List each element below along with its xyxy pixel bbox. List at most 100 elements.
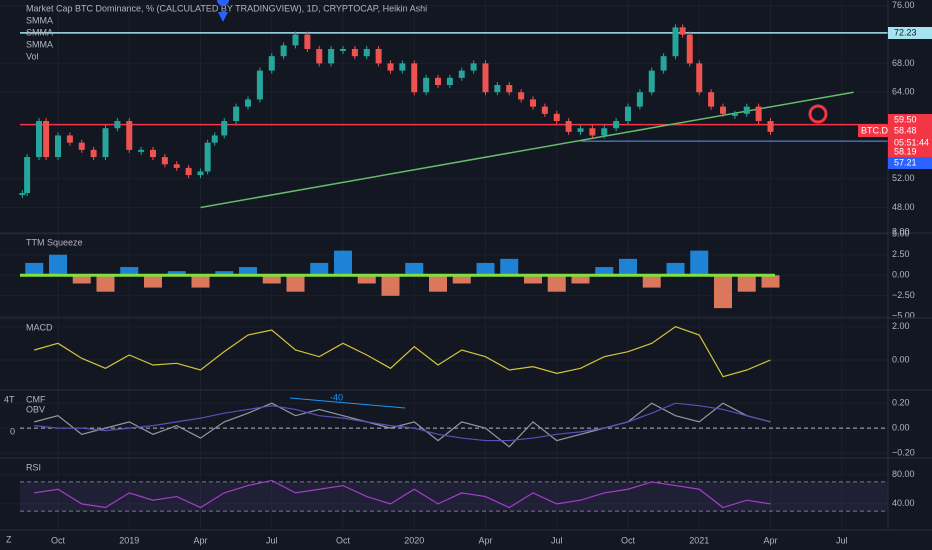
histogram-bar (239, 267, 257, 276)
pane-label: MACD (26, 322, 53, 332)
candle (19, 193, 26, 196)
y-tick-label: 0.00 (892, 270, 910, 280)
time-label: Apr (763, 535, 777, 545)
annotation-line (289, 397, 406, 409)
histogram-bar (144, 275, 162, 288)
candle (197, 171, 204, 176)
candle (211, 135, 218, 143)
indicator-line (34, 402, 771, 448)
candle (482, 63, 489, 93)
histogram-bar (429, 275, 447, 292)
badge (858, 125, 888, 137)
badge-text: 58.48 (894, 125, 917, 135)
histogram-bar (737, 275, 756, 292)
histogram-bar (310, 262, 329, 276)
candle (185, 167, 192, 176)
candle (78, 142, 85, 150)
candle (672, 27, 679, 57)
candle (660, 56, 667, 71)
histogram-bar (25, 262, 44, 276)
candle (636, 92, 643, 107)
pane-label: OBV (26, 404, 45, 414)
histogram-bar (191, 275, 210, 288)
candle (340, 48, 346, 51)
histogram-bar (476, 262, 495, 276)
candle (767, 121, 774, 132)
candle (553, 113, 560, 122)
candle (24, 157, 31, 194)
y-tick-label: 0.00 (892, 354, 910, 364)
badges: 72.23 59.50 BTC.D 58.48 05:51:44 58.19 5… (858, 27, 932, 169)
candle (221, 121, 228, 136)
y-tick-label: 64.00 (892, 87, 915, 97)
candle (708, 92, 715, 107)
histogram-bar (49, 254, 67, 276)
histogram-bar (357, 275, 376, 284)
pane-label: TTM Squeeze (26, 237, 83, 247)
candle (589, 128, 596, 136)
indicator-label: Vol (26, 51, 39, 61)
histogram-bar (619, 258, 637, 276)
time-label: 2019 (119, 535, 139, 545)
candle (565, 121, 572, 132)
candle (720, 106, 726, 114)
badge (888, 114, 932, 126)
candle (304, 34, 311, 49)
candle (613, 121, 620, 129)
time-label: Oct (51, 535, 66, 545)
candle (328, 48, 335, 64)
candle (363, 48, 370, 57)
marker-icon (217, 0, 229, 22)
pane-label: CMF (26, 394, 46, 404)
candle (399, 63, 406, 71)
candle (90, 149, 97, 158)
y-tick-label: 0.20 (892, 398, 910, 408)
badge (888, 125, 932, 149)
candle (245, 99, 251, 107)
candle (375, 48, 382, 64)
alert-circle (808, 104, 828, 124)
candle (316, 48, 323, 64)
candle (648, 70, 655, 93)
badge-text: 58.19 (894, 146, 917, 156)
y-tick-label: 2.00 (892, 321, 910, 331)
candle (470, 63, 477, 71)
indicator-label: SMMA (26, 39, 53, 49)
candle (102, 128, 109, 158)
histogram-bar (72, 275, 91, 284)
histogram-bar (286, 275, 305, 292)
y-tick-label: 80.00 (892, 469, 915, 479)
chart-title: Market Cap BTC Dominance, % (CALCULATED … (26, 3, 427, 13)
candle (351, 48, 358, 57)
histogram-bar (262, 275, 281, 284)
indicator-line (34, 479, 771, 509)
badge-text: 05:51:44 (894, 137, 929, 147)
histogram-bar (405, 262, 424, 276)
badge-text: BTC.D (861, 125, 889, 135)
histogram-bar (96, 275, 115, 292)
badge (888, 146, 932, 158)
candle (411, 63, 418, 93)
y-tick-label: 52.00 (892, 173, 915, 183)
histogram-bar (381, 275, 400, 296)
badge-text: 72.23 (894, 27, 917, 37)
time-label: Apr (193, 535, 207, 545)
candle (601, 128, 608, 136)
candle (280, 45, 287, 57)
histogram-bar (761, 275, 780, 288)
indicator-label: SMMA (26, 27, 53, 37)
y-tick-label: 40.00 (892, 498, 915, 508)
candle (518, 92, 525, 100)
candle (126, 121, 133, 150)
histogram-bar (690, 250, 709, 276)
candle (387, 63, 394, 71)
histogram-bar (547, 275, 566, 292)
y-tick-label: 2.50 (892, 249, 910, 259)
side-label: 0 (10, 426, 15, 436)
candle (36, 121, 42, 158)
candle (150, 149, 156, 158)
candle (679, 27, 686, 35)
volume-tick: 3.00 (892, 226, 910, 236)
